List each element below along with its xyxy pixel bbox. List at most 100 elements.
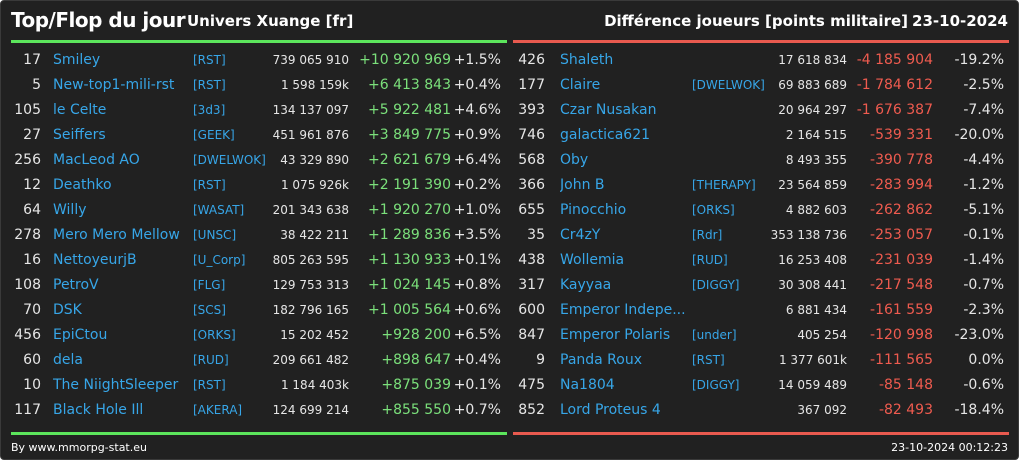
player-name-link[interactable]: Seiffers xyxy=(53,127,106,143)
points-difference: -111 565 xyxy=(870,352,933,368)
player-name-link[interactable]: Oby xyxy=(560,152,589,168)
points-difference: +898 647 xyxy=(381,352,451,368)
table-row: 655 Pinocchio [ORKS] 4 882 603 -262 862 -5.1% xyxy=(513,198,1009,223)
points-difference: +928 200 xyxy=(381,327,451,343)
player-name-link[interactable]: Cr4zY xyxy=(560,227,601,243)
alliance-tag-link[interactable]: [RUD] xyxy=(193,353,229,367)
player-name-link[interactable]: Emperor Indepe... xyxy=(560,302,686,318)
top-losers-table: 426 Shaleth 17 618 834 -4 185 904 -19.2% 177 C… xyxy=(513,48,1009,423)
alliance-tag-link[interactable]: [FLG] xyxy=(193,278,226,292)
alliance-tag-link[interactable]: [RUD] xyxy=(692,253,728,267)
player-rank: 108 xyxy=(14,277,41,293)
alliance-tag-link[interactable]: [U_Corp] xyxy=(193,253,246,267)
player-name-link[interactable]: Emperor Polaris xyxy=(560,327,671,343)
alliance-tag-link[interactable]: [UNSC] xyxy=(193,228,237,242)
table-row: 9 Panda Roux [RST] 1 377 601k -111 565 0.0% xyxy=(513,348,1009,373)
alliance-tag-link[interactable]: [Rdr] xyxy=(692,228,723,242)
alliance-tag-link[interactable]: [AKERA] xyxy=(193,403,243,417)
table-row: 847 Emperor Polaris [under] 405 254 -120 998… xyxy=(513,323,1009,348)
alliance-tag-link[interactable]: [RST] xyxy=(692,353,725,367)
player-name-link[interactable]: DSK xyxy=(53,302,82,318)
player-rank: 426 xyxy=(518,52,545,68)
top-gainers-table: 17 Smiley [RST] 739 065 910 +10 920 969 +1.5%… xyxy=(11,48,507,423)
player-name-link[interactable]: le Celte xyxy=(53,102,107,118)
points-difference: +5 922 481 xyxy=(368,102,451,118)
player-name-link[interactable]: Claire xyxy=(560,77,601,93)
player-name-link[interactable]: The NiightSleeper xyxy=(53,377,179,393)
alliance-tag-link[interactable]: [RST] xyxy=(193,53,226,67)
top-bottom-bar xyxy=(11,432,507,435)
table-row: 64 Willy [WASAT] 201 343 638 +1 920 270 +1.0% xyxy=(11,198,507,223)
alliance-tag-link[interactable]: [3d3] xyxy=(193,103,226,117)
player-points: 14 059 489 xyxy=(778,378,847,392)
player-points: 8 493 355 xyxy=(785,153,847,167)
player-rank: 9 xyxy=(536,352,545,368)
player-name-link[interactable]: Deathko xyxy=(53,177,112,193)
player-points: 124 699 214 xyxy=(272,403,349,417)
player-points: 6 881 434 xyxy=(785,303,847,317)
player-rank: 852 xyxy=(518,402,545,418)
percent-change: -20.0% xyxy=(954,127,1004,143)
alliance-tag-link[interactable]: [WASAT] xyxy=(193,203,245,217)
table-row: 60 dela [RUD] 209 661 482 +898 647 +0.4% xyxy=(11,348,507,373)
percent-change: +0.6% xyxy=(453,302,501,318)
alliance-tag-link[interactable]: [DWELWOK] xyxy=(692,78,765,92)
player-name-link[interactable]: Smiley xyxy=(53,52,101,68)
percent-change: -18.4% xyxy=(954,402,1004,418)
player-name-link[interactable]: Black Hole Ill xyxy=(53,402,144,418)
player-points: 16 253 408 xyxy=(778,253,847,267)
player-rank: 27 xyxy=(23,127,41,143)
points-difference: -120 998 xyxy=(870,327,933,343)
flop-bottom-bar xyxy=(513,432,1009,435)
player-rank: 366 xyxy=(518,177,545,193)
player-rank: 600 xyxy=(518,302,545,318)
player-points: 4 882 603 xyxy=(785,203,847,217)
footer: By www.mmorpg-stat.eu 23-10-2024 00:12:2… xyxy=(1,435,1018,459)
percent-change: +0.1% xyxy=(453,377,501,393)
player-name-link[interactable]: Willy xyxy=(53,202,87,218)
alliance-tag-link[interactable]: [THERAPY] xyxy=(692,178,756,192)
alliance-tag-link[interactable]: [ORKS] xyxy=(692,203,735,217)
player-name-link[interactable]: PetroV xyxy=(53,277,99,293)
alliance-tag-link[interactable]: [DIGGY] xyxy=(692,378,740,392)
player-rank: 35 xyxy=(527,227,545,243)
player-name-link[interactable]: dela xyxy=(53,352,83,368)
player-rank: 117 xyxy=(14,402,41,418)
player-name-link[interactable]: Na1804 xyxy=(560,377,615,393)
points-difference: +2 191 390 xyxy=(368,177,451,193)
alliance-tag-link[interactable]: [RST] xyxy=(193,78,226,92)
points-difference: +1 130 933 xyxy=(368,252,451,268)
player-rank: 64 xyxy=(23,202,41,218)
alliance-tag-link[interactable]: [DWELWOK] xyxy=(193,153,266,167)
percent-change: +4.6% xyxy=(453,102,501,118)
alliance-tag-link[interactable]: [ORKS] xyxy=(193,328,236,342)
player-rank: 177 xyxy=(518,77,545,93)
player-name-link[interactable]: Panda Roux xyxy=(560,352,643,368)
alliance-tag-link[interactable]: [DIGGY] xyxy=(692,278,740,292)
alliance-tag-link[interactable]: [RST] xyxy=(193,378,226,392)
player-name-link[interactable]: EpiCtou xyxy=(53,327,108,343)
table-row: 17 Smiley [RST] 739 065 910 +10 920 969 +1.5% xyxy=(11,48,507,73)
player-name-link[interactable]: Czar Nusakan xyxy=(560,102,657,118)
player-name-link[interactable]: New-top1-mili-rst xyxy=(53,77,175,93)
player-name-link[interactable]: Wollemia xyxy=(560,252,625,268)
player-points: 129 753 313 xyxy=(272,278,349,292)
player-name-link[interactable]: MacLeod AO xyxy=(53,152,140,168)
alliance-tag-link[interactable]: [SCS] xyxy=(193,303,226,317)
player-name-link[interactable]: John B xyxy=(560,177,605,193)
percent-change: +0.2% xyxy=(453,177,501,193)
player-name-link[interactable]: Kayyaa xyxy=(560,277,612,293)
player-name-link[interactable]: Pinocchio xyxy=(560,202,627,218)
player-name-link[interactable]: Lord Proteus 4 xyxy=(560,402,661,418)
points-difference: +1 024 145 xyxy=(368,277,451,293)
player-name-link[interactable]: galactica621 xyxy=(560,127,651,143)
alliance-tag-link[interactable]: [under] xyxy=(692,328,737,342)
alliance-tag-link[interactable]: [GEEK] xyxy=(193,128,235,142)
player-name-link[interactable]: NettoyeurjB xyxy=(53,252,137,268)
server-name: Univers Xuange [fr] xyxy=(187,12,354,30)
player-name-link[interactable]: Mero Mero Mellow xyxy=(53,227,180,243)
alliance-tag-link[interactable]: [RST] xyxy=(193,178,226,192)
table-row: 746 galactica621 2 164 515 -539 331 -20.0% xyxy=(513,123,1009,148)
table-row: 475 Na1804 [DIGGY] 14 059 489 -85 148 -0.6% xyxy=(513,373,1009,398)
player-name-link[interactable]: Shaleth xyxy=(560,52,614,68)
